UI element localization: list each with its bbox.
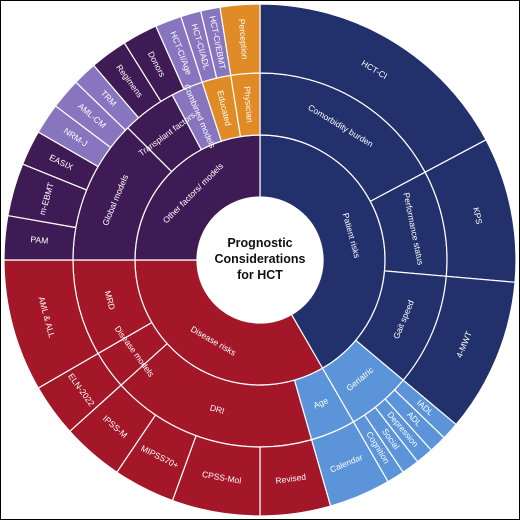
label-ring3-kps: KPS bbox=[471, 206, 484, 225]
label-ring3-pam: PAM bbox=[30, 234, 49, 246]
segments-layer bbox=[3, 3, 517, 517]
label-ring3-perception: Perception bbox=[237, 18, 250, 60]
label-ring2-physician: Physician bbox=[242, 86, 255, 123]
segment-ring3-perception bbox=[219, 3, 261, 76]
center-title-line-1: Prognostic bbox=[227, 236, 292, 250]
center-title-line-2: Considerations bbox=[215, 252, 306, 266]
label-ring3-revised: Revised bbox=[275, 471, 307, 485]
center-title-line-3: for HCT bbox=[237, 268, 283, 282]
center-hole bbox=[197, 197, 323, 323]
label-ring2-dri: DRI bbox=[209, 402, 226, 416]
label-ring2-mrd: MRD bbox=[103, 290, 118, 311]
